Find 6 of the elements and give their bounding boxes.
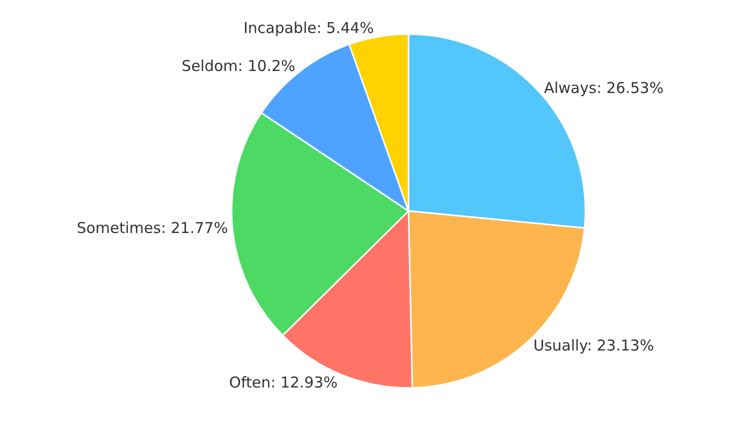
slice-label: Always: 26.53%: [544, 79, 664, 98]
slice-label: Seldom: 10.2%: [182, 56, 296, 75]
slice-label: Incapable: 5.44%: [243, 18, 374, 37]
slice-label: Often: 12.93%: [229, 374, 338, 392]
slice-label: Usually: 23.13%: [533, 336, 654, 354]
slice-label: Sometimes: 21.77%: [76, 219, 228, 238]
